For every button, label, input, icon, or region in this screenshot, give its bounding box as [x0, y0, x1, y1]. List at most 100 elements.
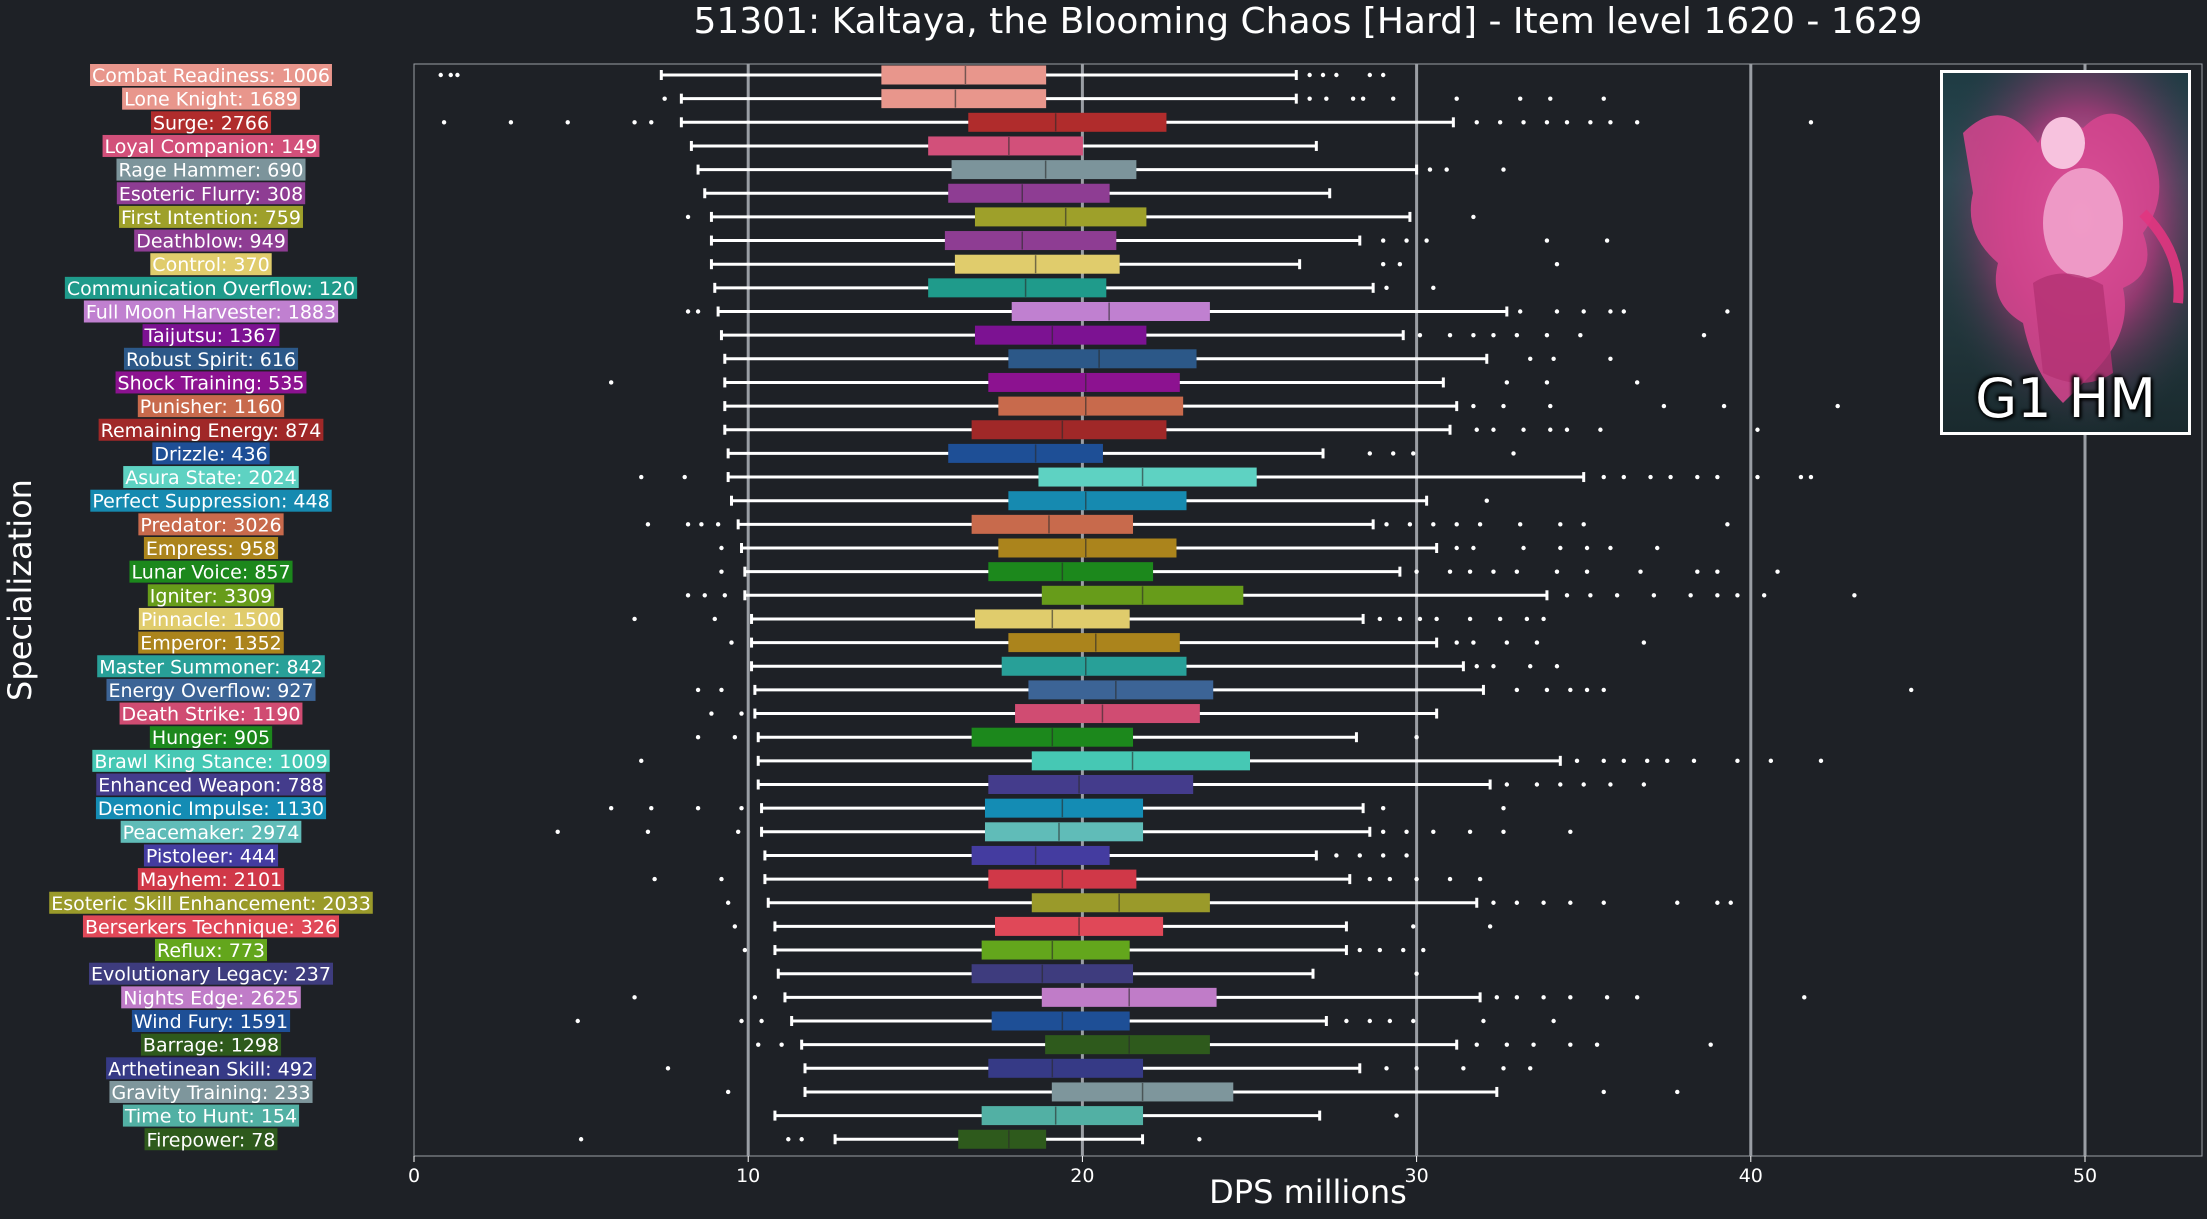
outlier-point	[1621, 309, 1627, 314]
category-label-text: Esoteric Flurry: 308	[119, 183, 303, 205]
box	[998, 396, 1184, 416]
category-label-text: Empress: 958	[146, 538, 276, 560]
category-label-bg	[115, 371, 307, 394]
category-label: Pistoleer: 444	[143, 844, 279, 867]
outlier-point	[1414, 1066, 1419, 1071]
category-label: First Intention: 759	[119, 205, 303, 229]
box	[988, 372, 1180, 392]
category-label-bg	[119, 205, 303, 228]
outlier-point	[719, 545, 724, 551]
chart-title: 51301: Kaltaya, the Blooming Chaos [Hard…	[693, 1, 1923, 42]
box	[968, 112, 1167, 132]
outlier-point	[1367, 451, 1373, 456]
box-row	[732, 916, 1493, 936]
category-label-bg	[137, 868, 285, 891]
box	[951, 160, 1137, 180]
category-label-bg	[64, 276, 358, 299]
category-label: Empress: 958	[143, 537, 279, 560]
outlier-point	[1715, 569, 1720, 574]
outlier-point	[608, 380, 614, 385]
plot-frame	[413, 63, 2203, 1157]
category-label-bg	[98, 418, 324, 441]
outlier-point	[1461, 1066, 1466, 1071]
box-row	[438, 65, 1386, 85]
outlier-point	[756, 1042, 761, 1047]
outlier-point	[1661, 403, 1667, 409]
outlier-point	[1367, 1018, 1373, 1024]
category-label-text: Lunar Voice: 857	[131, 562, 290, 584]
outlier-point	[1491, 900, 1496, 905]
outlier-point	[732, 924, 738, 929]
outlier-point	[608, 805, 614, 811]
category-label-text: Shock Training: 535	[118, 372, 305, 394]
category-label: Predator: 3026	[138, 513, 284, 536]
outlier-point	[1541, 900, 1546, 905]
outlier-point	[1427, 167, 1433, 172]
box	[981, 940, 1130, 960]
outlier-point	[1588, 120, 1593, 125]
outlier-point	[1491, 569, 1496, 574]
outlier-point	[1755, 427, 1760, 432]
outlier-point	[1808, 120, 1814, 125]
category-label-text: Predator: 3026	[140, 514, 281, 536]
outlier-point	[1477, 522, 1483, 527]
outlier-point	[1367, 876, 1373, 882]
box-row	[441, 112, 1814, 132]
category-label-text: Drizzle: 436	[154, 443, 267, 465]
box	[1015, 704, 1200, 724]
outlier-point	[1397, 262, 1403, 267]
outlier-point	[1471, 214, 1476, 220]
outlier-point	[1377, 947, 1383, 953]
outlier-point	[1715, 474, 1720, 480]
outlier-point	[1447, 876, 1453, 882]
outlier-point	[1494, 995, 1500, 1000]
category-label-text: Peacemaker: 2974	[123, 822, 300, 844]
outlier-point	[649, 120, 654, 125]
x-axis-label: DPS millions	[1209, 1173, 1407, 1211]
category-label: Perfect Suppression: 448	[90, 489, 332, 513]
outlier-point	[1467, 569, 1473, 574]
outlier-point	[441, 120, 447, 125]
box	[971, 514, 1134, 534]
category-label-bg	[120, 820, 302, 843]
outlier-point	[1431, 522, 1436, 527]
category-label: Enhanced Weapon: 788	[96, 773, 326, 797]
outlier-point	[565, 120, 570, 125]
outlier-point	[1541, 995, 1546, 1000]
outlier-point	[1491, 332, 1496, 338]
grid-lines	[746, 64, 2087, 1156]
outlier-point	[1835, 403, 1840, 409]
outlier-point	[1474, 120, 1479, 125]
box	[988, 775, 1194, 794]
category-label-text: Evolutionary Legacy: 237	[91, 964, 331, 986]
outlier-point	[1501, 805, 1506, 811]
category-label-bg	[83, 300, 339, 323]
category-label-text: First Intention: 759	[121, 207, 301, 229]
box	[958, 1129, 1047, 1149]
category-label-bg	[90, 64, 332, 86]
outlier-point	[1554, 309, 1560, 314]
box-row	[756, 1035, 1713, 1055]
category-label-text: Energy Overflow: 927	[108, 680, 313, 702]
box-row	[575, 1011, 1556, 1031]
category-label-text: Gravity Training: 233	[111, 1082, 310, 1104]
outlier-point	[645, 829, 651, 834]
outlier-point	[1541, 616, 1546, 622]
outlier-point	[1511, 451, 1516, 456]
outlier-point	[1675, 1089, 1680, 1095]
outlier-point	[1387, 876, 1393, 882]
box-row	[750, 656, 1560, 676]
outlier-point	[1417, 616, 1423, 622]
category-label: Communication Overflow: 120	[64, 276, 358, 300]
outlier-point	[1417, 332, 1423, 338]
outlier-point	[1447, 569, 1453, 574]
category-label: Lunar Voice: 857	[129, 560, 293, 584]
category-label: Full Moon Harvester: 1883	[83, 300, 339, 324]
outlier-point	[1554, 569, 1560, 574]
outlier-point	[719, 876, 724, 882]
box	[928, 278, 1107, 298]
category-label-bg	[106, 1057, 316, 1080]
outlier-point	[1715, 900, 1720, 905]
outlier-point	[1497, 616, 1503, 622]
